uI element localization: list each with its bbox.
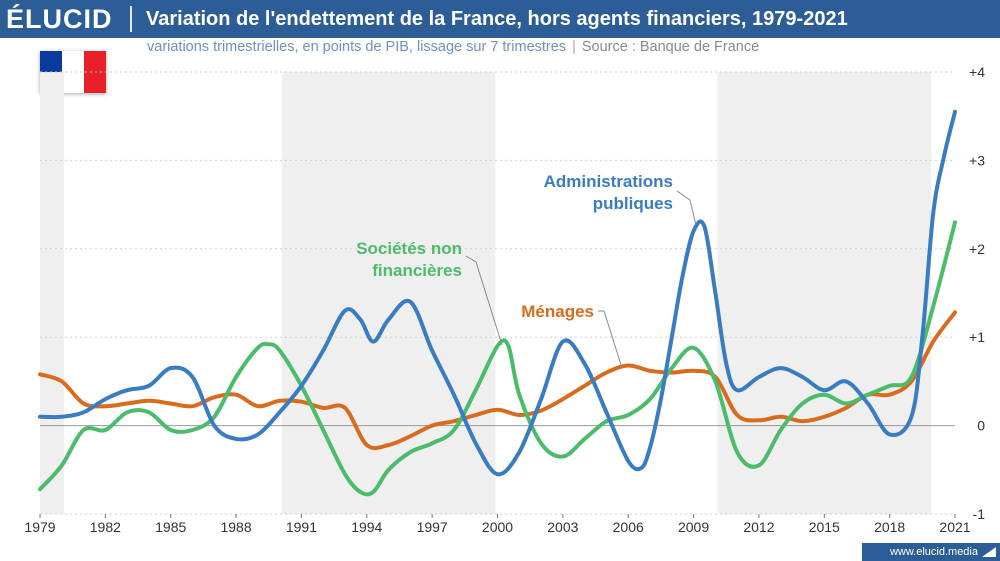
label-administrations-publiques: publiques (593, 194, 673, 213)
shaded-period (281, 72, 496, 514)
x-tick-label: 2006 (613, 519, 644, 535)
subtitle-text: variations trimestrielles, en points de … (147, 39, 567, 55)
label-administrations-publiques: Administrations (544, 172, 673, 191)
flag-stripe-white (62, 51, 84, 93)
footer-arrow-icon (982, 547, 996, 557)
x-tick-label: 2009 (678, 519, 709, 535)
chart-subtitle: variations trimestrielles, en points de … (147, 39, 759, 55)
x-tick-label: 1985 (155, 519, 186, 535)
y-tick-label: +3 (969, 152, 985, 168)
y-tick-label: +2 (969, 241, 985, 257)
subtitle-separator: | (572, 39, 576, 55)
label-societes-non-financieres: Sociétés non (356, 239, 462, 258)
shaded-period (717, 72, 932, 514)
x-tick-label: 2003 (547, 519, 578, 535)
x-tick-label: 2018 (874, 519, 905, 535)
x-tick-label: 2012 (743, 519, 774, 535)
y-tick-label: +1 (969, 329, 985, 345)
x-tick-label: 1997 (417, 519, 448, 535)
y-tick-label: +4 (969, 64, 985, 80)
brand-logo: ÉLUCID (6, 3, 113, 34)
x-tick-label: 1988 (220, 519, 251, 535)
header-separator (130, 6, 132, 32)
x-tick-label: 1991 (286, 519, 317, 535)
shaded-period (40, 72, 64, 514)
footer-link[interactable]: www.elucid.media (862, 543, 1000, 561)
x-tick-label: 2000 (482, 519, 513, 535)
y-tick-label: -1 (973, 506, 986, 522)
x-tick-label: 1979 (24, 519, 55, 535)
x-tick-label: 2015 (809, 519, 840, 535)
chart-title: Variation de l'endettement de la France,… (146, 7, 848, 30)
label-societes-non-financieres: financières (372, 261, 462, 280)
x-tick-label: 1994 (351, 519, 382, 535)
line-administrations-publiques (38, 109, 957, 477)
line-menages (38, 310, 957, 451)
label-leader-line (598, 310, 623, 369)
label-menages: Ménages (521, 302, 594, 321)
footer-url: www.elucid.media (889, 546, 978, 558)
line-societes-non-financieres (38, 220, 957, 497)
label-leader-line (465, 255, 503, 346)
header-bar: ÉLUCID Variation de l'endettement de la … (0, 0, 1000, 38)
source-text: Source : Banque de France (581, 39, 760, 55)
x-tick-label: 1982 (90, 519, 121, 535)
y-tick-label: 0 (977, 418, 985, 434)
x-tick-label: 2021 (939, 519, 970, 535)
label-leader-line (676, 190, 697, 226)
